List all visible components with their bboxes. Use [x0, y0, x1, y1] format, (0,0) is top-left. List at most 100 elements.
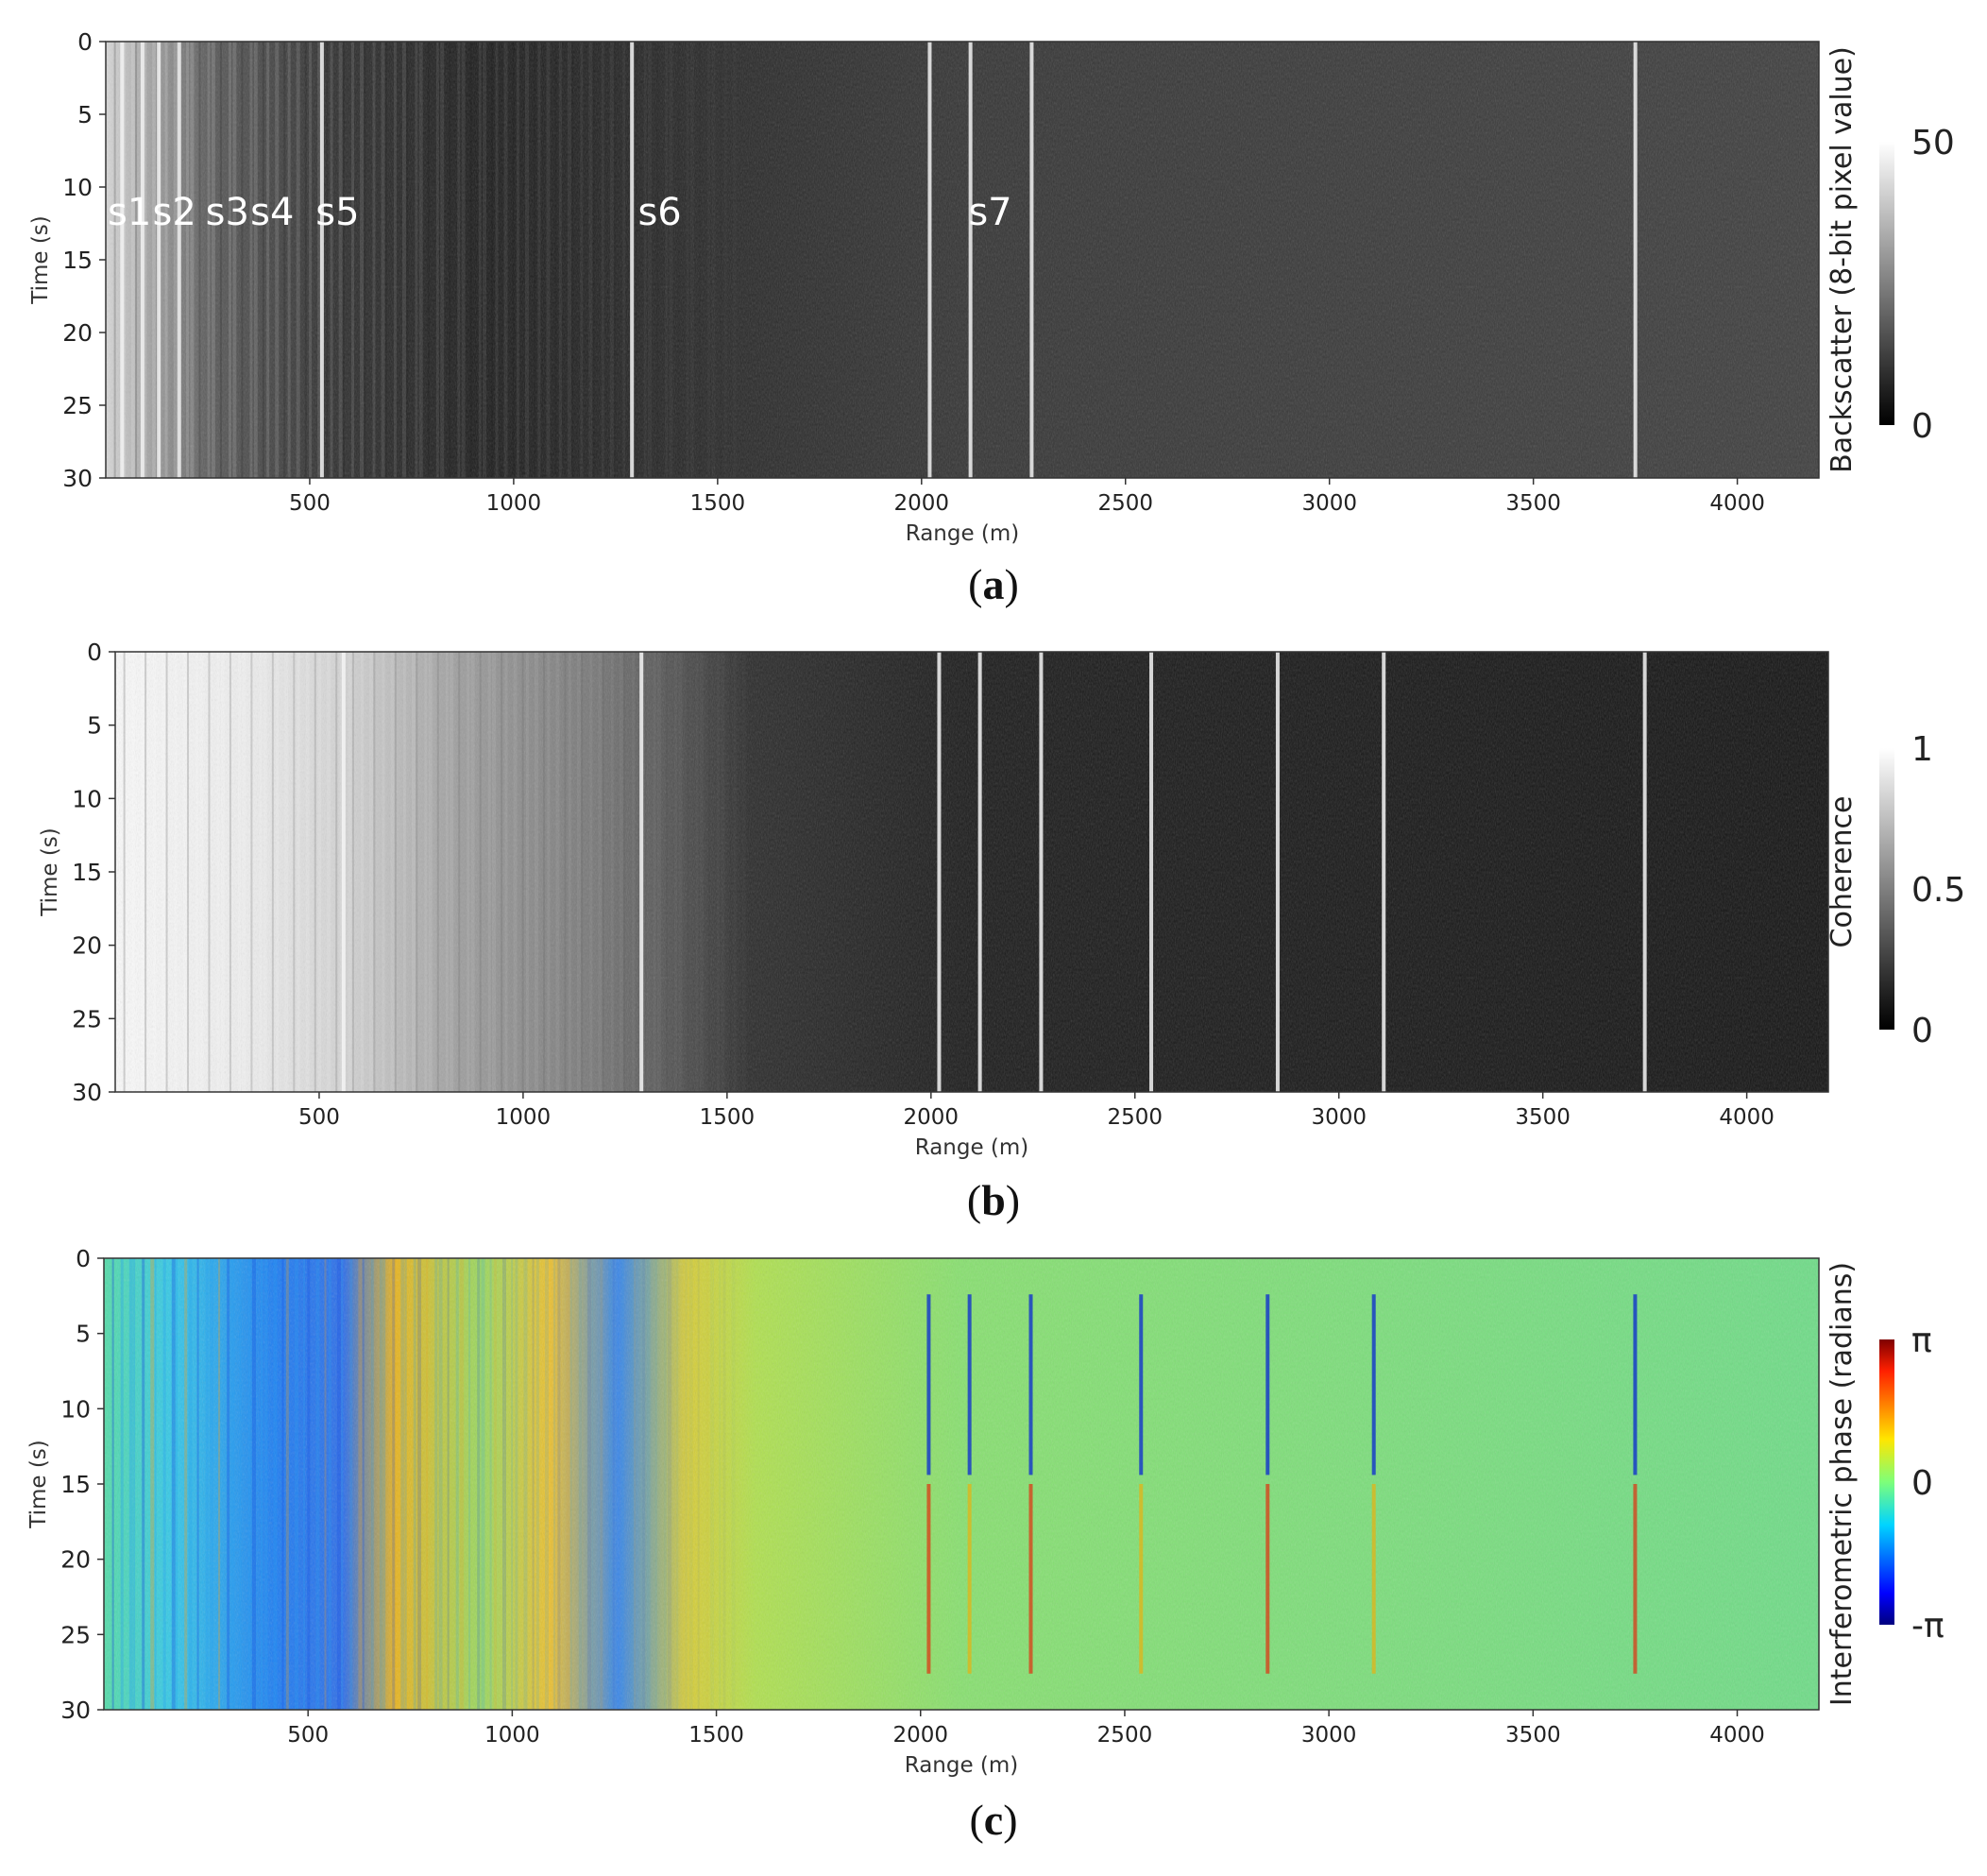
heatmap-stripe — [241, 42, 244, 478]
heatmap-stripe — [676, 1258, 679, 1710]
heatmap-stripe — [335, 652, 338, 1092]
heatmap-stripe — [461, 42, 466, 478]
x-tick-label: 1500 — [700, 1105, 756, 1130]
heatmap-stripe — [144, 652, 147, 1092]
heatmap-stripe — [455, 1258, 459, 1710]
y-tick-label: 15 — [60, 1471, 91, 1498]
phase-line-negative — [1265, 1294, 1270, 1475]
heatmap-stripe — [721, 652, 724, 1092]
heatmap-stripe — [614, 42, 617, 478]
caption-close-paren: ) — [1006, 1176, 1020, 1224]
heatmap-stripe — [674, 652, 677, 1092]
heatmap-stripe — [553, 1258, 556, 1710]
heatmap-stripe — [512, 42, 515, 478]
heatmap-stripe — [294, 1258, 298, 1710]
heatmap-stripe — [468, 1258, 471, 1710]
annotation-label: s7 — [968, 191, 1011, 234]
heatmap-stripe — [348, 652, 352, 1092]
phase-line-positive — [926, 1484, 931, 1674]
heatmap-stripes — [113, 42, 689, 478]
x-tick-label: 1000 — [484, 1723, 540, 1748]
heatmap-stripe — [227, 1258, 230, 1710]
heatmap-stripe — [581, 652, 584, 1092]
heatmap-stripe — [111, 1258, 114, 1710]
heatmap-stripe — [678, 42, 680, 478]
x-tick-label: 2500 — [1107, 1105, 1163, 1130]
heatmap-stripe — [305, 652, 310, 1092]
heatmap-stripe — [634, 1258, 637, 1710]
heatmap-stripe — [247, 1258, 251, 1710]
heatmap-stripe — [669, 42, 672, 478]
annotation-label: s6 — [637, 191, 681, 234]
heatmap-stripe — [687, 42, 689, 478]
heatmap-stripe — [700, 652, 704, 1092]
y-tick-label: 5 — [76, 1321, 91, 1348]
colorbar-tick-label: 0 — [1911, 1012, 1933, 1050]
heatmap-stripe — [341, 1258, 344, 1710]
heatmap-stripe — [697, 1258, 700, 1710]
heatmap-stripe — [186, 42, 190, 478]
colorbar: -π 0 π Interferometric phase (radians) — [1826, 1262, 1945, 1706]
y-axis-label: Time (s) — [28, 215, 53, 305]
heatmap-stripe — [537, 42, 541, 478]
heatmap-stripe — [502, 1258, 507, 1710]
heatmap-stripe — [688, 652, 689, 1092]
heatmap-stripe — [534, 42, 536, 478]
heatmap-stripe — [199, 652, 204, 1092]
heatmap-stripe — [351, 42, 355, 478]
heatmap-stripe — [327, 652, 331, 1092]
colorbar-tick-label: 0.5 — [1911, 871, 1965, 910]
heatmap-texture — [104, 1258, 1819, 1710]
phase-line-positive — [1633, 1484, 1638, 1674]
heatmap-stripe — [162, 1258, 166, 1710]
heatmap-stripe — [547, 652, 551, 1092]
heatmap-stripe — [276, 652, 280, 1092]
heatmap-stripe — [349, 1258, 353, 1710]
bright-line — [937, 652, 942, 1092]
heatmap-stripe — [436, 652, 439, 1092]
heatmap-stripe — [404, 1258, 407, 1710]
heatmap-stripe — [140, 652, 144, 1092]
x-tick-label: 4000 — [1719, 1105, 1775, 1130]
heatmap-stripe — [450, 652, 454, 1092]
y-tick-label: 10 — [62, 174, 93, 201]
heatmap-stripe — [489, 1258, 492, 1710]
heatmap-stripe — [576, 652, 581, 1092]
y-tick-label: 5 — [87, 712, 102, 740]
heatmap-stripe — [284, 652, 289, 1092]
heatmap-stripe — [503, 42, 508, 478]
bright-line — [341, 652, 346, 1092]
heatmap-stripe — [266, 42, 270, 478]
heatmap-stripe — [239, 1258, 242, 1710]
colorbar-tick-label: 1 — [1911, 730, 1933, 769]
caption-letter: b — [981, 1176, 1006, 1224]
heatmap-stripe — [555, 652, 560, 1092]
heatmap-stripe — [620, 1258, 624, 1710]
heatmap-stripe — [600, 1258, 603, 1710]
caption-letter: c — [984, 1796, 1003, 1844]
heatmap-stripe — [229, 652, 231, 1092]
heatmap-stripe — [635, 42, 637, 478]
y-tick-label: 0 — [87, 639, 102, 666]
heatmap-stripe — [273, 1258, 278, 1710]
heatmap-stripe — [309, 42, 313, 478]
heatmap-stripe — [411, 652, 416, 1092]
y-tick-label: 0 — [76, 1245, 91, 1272]
heatmap-stripe — [232, 42, 237, 478]
heatmap-stripe — [330, 42, 333, 478]
y-tick-label: 30 — [62, 465, 93, 492]
heatmap-stripe — [478, 42, 482, 478]
caption-open-paren: ( — [967, 1176, 981, 1224]
heatmap-stripe — [296, 42, 300, 478]
heatmap-stripe — [165, 652, 168, 1092]
heatmap-stripe — [326, 42, 329, 478]
phase-line-negative — [967, 1294, 972, 1475]
x-tick-label: 4000 — [1709, 1723, 1765, 1748]
heatmap-stripe — [601, 42, 604, 478]
heatmap-stripe — [338, 42, 343, 478]
heatmap-stripe — [525, 652, 529, 1092]
phase-line-positive — [1139, 1484, 1144, 1674]
heatmap-stripe — [184, 1258, 188, 1710]
heatmap-stripe — [493, 1258, 497, 1710]
heatmap-stripe — [339, 652, 343, 1092]
